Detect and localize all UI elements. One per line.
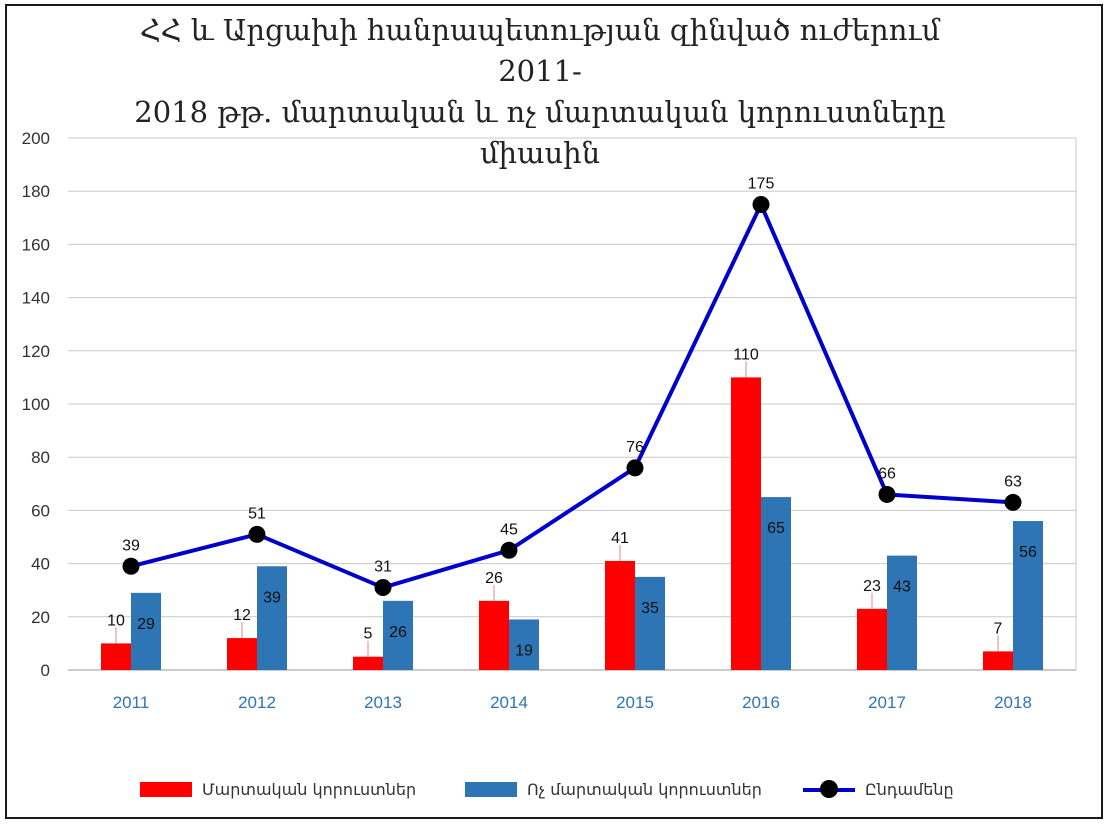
bar-noncombat-2016 [761, 497, 791, 670]
legend-swatch-combat [140, 782, 192, 797]
chart-title-line-2: 2018 թթ. մարտական և ոչ մարտական կորուստն… [134, 95, 946, 129]
data-label-noncombat-2014: 19 [515, 642, 533, 659]
line-layer [122, 196, 1022, 597]
legend-item-total: Ընդամենը [803, 780, 954, 799]
data-label-total-2013: 31 [374, 559, 392, 576]
y-tick-label-80: 80 [31, 448, 50, 467]
y-tick-label-180: 180 [22, 182, 50, 201]
x-tick-label-2014: 2014 [490, 693, 528, 712]
data-label-noncombat-2012: 39 [263, 589, 281, 606]
bar-layer [101, 377, 1043, 670]
y-tick-label-200: 200 [22, 129, 50, 148]
data-label-combat-2015: 41 [611, 530, 629, 547]
data-label-noncombat-2015: 35 [641, 600, 659, 617]
grid-layer [68, 137, 1077, 671]
data-label-total-2017: 66 [878, 465, 896, 482]
chart-title-line-3: միասին [479, 136, 601, 170]
marker-total-2013 [374, 579, 392, 597]
legend-label-noncombat: Ոչ մարտական կորուստներ [527, 780, 762, 799]
data-label-total-2016: 175 [748, 176, 775, 193]
x-tick-label-2011: 2011 [113, 693, 150, 712]
bar-noncombat-2015 [635, 576, 665, 670]
y-tick-label-40: 40 [31, 555, 50, 574]
marker-total-2012 [248, 525, 266, 543]
data-label-noncombat-2011: 29 [137, 616, 155, 633]
y-tick-label-100: 100 [22, 395, 50, 414]
marker-total-2018 [1004, 493, 1022, 511]
data-label-combat-2012: 12 [233, 607, 251, 624]
legend-swatch-noncombat [465, 782, 517, 797]
legend-item-noncombat: Ոչ մարտական կորուստներ [465, 780, 762, 799]
chart-frame [5, 4, 1103, 819]
x-tick-label-2015: 2015 [616, 693, 654, 712]
y-tick-label-160: 160 [22, 235, 50, 254]
y-tick-label-20: 20 [31, 608, 50, 627]
legend-label-combat: Մարտական կորուստներ [202, 780, 417, 799]
data-label-combat-2017: 23 [863, 578, 881, 595]
data-label-combat-2014: 26 [485, 570, 503, 587]
bar-noncombat-2017 [887, 555, 917, 670]
y-tick-label-0: 0 [41, 661, 50, 680]
legend-swatch-total [803, 780, 855, 798]
data-label-total-2014: 45 [500, 521, 518, 538]
data-label-combat-2013: 5 [364, 626, 373, 643]
data-label-total-2011: 39 [122, 537, 140, 554]
bar-combat-2016 [731, 377, 761, 670]
data-label-combat-2018: 7 [994, 620, 1003, 637]
chart-title: ՀՀ և Արցախի հանրապետության զինված ուժերո… [100, 10, 980, 174]
data-label-total-2015: 76 [626, 439, 644, 456]
y-tick-label-120: 120 [22, 342, 50, 361]
data-label-noncombat-2013: 26 [389, 624, 407, 641]
bar-combat-2014 [479, 600, 509, 670]
legend-label-total: Ընդամենը [865, 780, 954, 799]
y-tick-label-60: 60 [31, 501, 50, 520]
bar-combat-2018 [983, 651, 1013, 670]
line-total [130, 202, 1014, 590]
chart-title-line-1: ՀՀ և Արցախի հանրապետության զինված ուժերո… [139, 13, 941, 88]
data-label-combat-2011: 10 [107, 612, 125, 629]
x-tick-label-2018: 2018 [994, 693, 1032, 712]
bar-noncombat-2014 [509, 619, 539, 670]
bar-combat-2012 [227, 638, 257, 670]
bar-noncombat-2018 [1013, 521, 1043, 670]
x-tick-label-2017: 2017 [868, 693, 906, 712]
bar-combat-2015 [605, 560, 635, 670]
data-label-layer: 10 29 39 12 39 51 5 26 31 26 19 45 41 35 76 110 65 175 23 4… [107, 176, 1037, 660]
bar-combat-2011 [101, 643, 131, 670]
x-tick-label-2016: 2016 [742, 693, 780, 712]
marker-total-2016 [752, 196, 770, 213]
data-label-total-2012: 51 [248, 505, 266, 522]
marker-total-2015 [626, 459, 644, 477]
bar-noncombat-2011 [131, 592, 161, 670]
marker-total-2017 [878, 485, 896, 503]
y-tick-label-140: 140 [22, 289, 50, 308]
data-label-noncombat-2017: 43 [893, 579, 911, 596]
bar-combat-2013 [353, 656, 383, 670]
data-label-noncombat-2016: 65 [767, 520, 785, 537]
bar-combat-2017 [857, 608, 887, 670]
data-label-total-2018: 63 [1004, 473, 1022, 490]
data-label-noncombat-2018: 56 [1019, 544, 1037, 561]
x-axis-ticks: 2011 2012 2013 2014 2015 2016 2017 2018 [113, 693, 1032, 712]
x-tick-label-2013: 2013 [364, 693, 402, 712]
data-label-combat-2016: 110 [733, 346, 759, 363]
x-tick-label-2012: 2012 [238, 693, 276, 712]
bar-noncombat-2012 [257, 566, 287, 670]
marker-total-2014 [500, 541, 518, 559]
y-axis-ticks: 0 20 40 60 80 100 120 140 160 180 200 [22, 129, 50, 680]
bar-noncombat-2013 [383, 600, 413, 670]
legend-item-combat: Մարտական կորուստներ [140, 780, 416, 799]
marker-total-2011 [122, 557, 140, 575]
chart-plot: 0 20 40 60 80 100 120 140 160 180 200 2011 2012 2013… [22, 129, 1077, 712]
legend: Մարտական կորուստներ Ոչ մարտական կորուստն… [0, 780, 1110, 808]
